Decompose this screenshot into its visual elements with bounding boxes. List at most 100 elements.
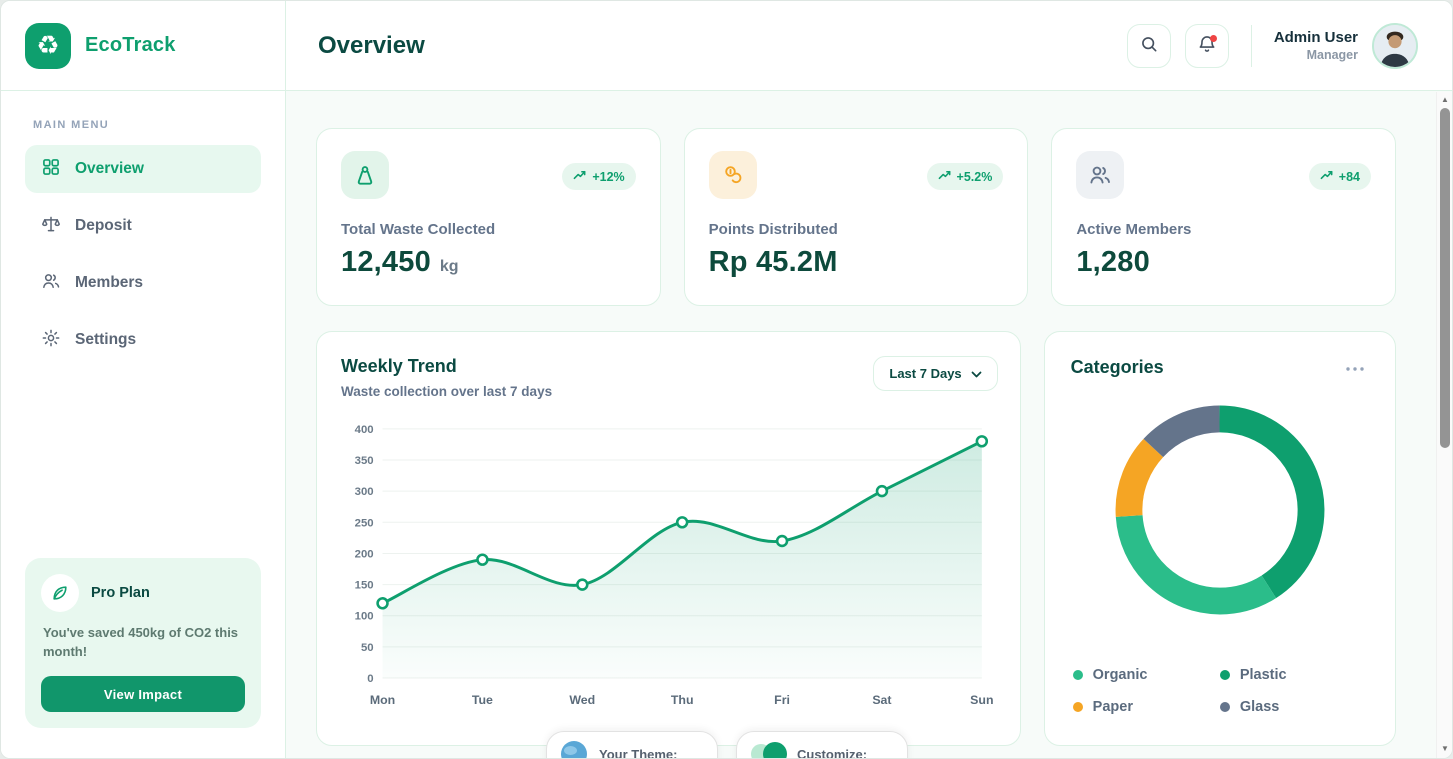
user-meta: Admin User Manager bbox=[1274, 29, 1358, 62]
change-value: +5.2% bbox=[956, 169, 993, 184]
sidebar: ♻ EcoTrack MAIN MENU Overview Deposit bbox=[1, 1, 286, 758]
stat-label: Points Distributed bbox=[708, 221, 838, 238]
page-title: Overview bbox=[318, 31, 425, 59]
sidebar-item-settings[interactable]: Settings bbox=[25, 316, 261, 364]
svg-text:150: 150 bbox=[355, 580, 374, 592]
legend-item-glass: Glass bbox=[1219, 699, 1367, 715]
theme-widget[interactable]: Your Theme: bbox=[546, 731, 718, 759]
ellipsis-icon bbox=[1345, 360, 1365, 375]
svg-text:Wed: Wed bbox=[569, 693, 595, 707]
svg-text:350: 350 bbox=[355, 455, 374, 467]
stat-label: Active Members bbox=[1076, 221, 1192, 238]
recycle-logo-icon: ♻ bbox=[25, 22, 71, 69]
sidebar-item-overview[interactable]: Overview bbox=[25, 145, 261, 193]
members-icon bbox=[1076, 151, 1125, 199]
globe-icon bbox=[561, 741, 587, 758]
range-label: Last 7 Days bbox=[889, 366, 962, 381]
change-badge: +12% bbox=[562, 163, 636, 190]
svg-text:Sat: Sat bbox=[872, 693, 891, 707]
legend-dot-glass bbox=[1219, 702, 1230, 712]
svg-text:Tue: Tue bbox=[472, 693, 493, 707]
legend-dot-plastic bbox=[1219, 670, 1230, 680]
change-value: +12% bbox=[592, 169, 625, 184]
categories-donut-chart bbox=[1115, 405, 1325, 615]
users-icon bbox=[41, 271, 61, 296]
sidebar-item-label: Overview bbox=[75, 160, 144, 177]
customize-widget-label: Customize: bbox=[797, 746, 868, 759]
scrollbar[interactable]: ▲ ▼ bbox=[1436, 92, 1452, 758]
svg-text:50: 50 bbox=[361, 642, 374, 654]
sidebar-section-label: MAIN MENU bbox=[33, 119, 110, 131]
sidebar-item-label: Members bbox=[75, 274, 144, 291]
svg-text:200: 200 bbox=[355, 548, 374, 560]
legend-label: Paper bbox=[1092, 699, 1133, 715]
user-role: Manager bbox=[1306, 48, 1358, 62]
svg-text:300: 300 bbox=[355, 486, 374, 498]
trend-up-icon bbox=[938, 169, 952, 184]
view-impact-button[interactable]: View Impact bbox=[41, 676, 245, 712]
header-divider bbox=[1250, 24, 1252, 67]
legend-dot-paper bbox=[1072, 702, 1083, 712]
scale-icon bbox=[41, 214, 61, 239]
legend-item-plastic: Plastic bbox=[1219, 667, 1367, 683]
change-badge: +5.2% bbox=[926, 163, 1004, 190]
svg-text:Fri: Fri bbox=[774, 693, 790, 707]
avatar[interactable] bbox=[1372, 22, 1418, 69]
scroll-up-arrow[interactable]: ▲ bbox=[1441, 95, 1449, 104]
svg-text:Sun: Sun bbox=[970, 693, 993, 707]
customize-widget[interactable]: Customize: bbox=[736, 731, 908, 759]
search-button[interactable] bbox=[1126, 23, 1171, 68]
pro-plan-message: You've saved 450kg of CO2 this month! bbox=[43, 625, 239, 660]
scrollbar-thumb[interactable] bbox=[1440, 108, 1450, 448]
sidebar-item-label: Settings bbox=[75, 331, 137, 348]
svg-text:400: 400 bbox=[355, 424, 374, 436]
user-name: Admin User bbox=[1273, 29, 1358, 46]
charts-row: Weekly Trend Waste collection over last … bbox=[316, 331, 1396, 746]
trend-up-icon bbox=[1320, 169, 1334, 184]
weekly-trend-chart: 0 50 100 150 200 250 300 350 400 Mon Tue Wed Thu Fri S… bbox=[355, 424, 994, 707]
theme-widget-label: Your Theme: bbox=[599, 746, 678, 759]
svg-text:250: 250 bbox=[355, 517, 374, 529]
main-menu: Overview Deposit Members Settings bbox=[1, 145, 285, 364]
brand-block: ♻ EcoTrack bbox=[1, 1, 285, 91]
weight-icon bbox=[341, 151, 389, 199]
brand-name: EcoTrack bbox=[85, 34, 176, 56]
stat-label: Total Waste Collected bbox=[341, 221, 496, 238]
weekly-trend-card: Weekly Trend Waste collection over last … bbox=[316, 331, 1021, 746]
range-dropdown[interactable]: Last 7 Days bbox=[873, 356, 998, 391]
header: Overview Admin User Manager bbox=[286, 1, 1452, 91]
main-content: +12% Total Waste Collected 12,450 kg bbox=[286, 91, 1452, 758]
stat-card-points: +5.2% Points Distributed Rp 45.2M bbox=[683, 128, 1029, 306]
stat-value: Rp 45.2M bbox=[708, 246, 838, 278]
sidebar-item-deposit[interactable]: Deposit bbox=[25, 202, 261, 250]
legend-label: Organic bbox=[1092, 667, 1148, 683]
legend-label: Glass bbox=[1239, 699, 1280, 715]
categories-card: Categories Organic bbox=[1043, 331, 1396, 746]
sidebar-item-members[interactable]: Members bbox=[25, 259, 261, 307]
coins-icon bbox=[708, 151, 757, 199]
weekly-trend-subtitle: Waste collection over last 7 days bbox=[341, 384, 553, 399]
stat-card-total-waste: +12% Total Waste Collected 12,450 kg bbox=[316, 128, 661, 306]
theme-swatch-icon bbox=[751, 741, 787, 758]
legend-dot-organic bbox=[1072, 670, 1083, 680]
leaf-icon bbox=[41, 574, 79, 613]
svg-text:100: 100 bbox=[355, 611, 374, 623]
stat-value: 12,450 bbox=[341, 246, 431, 278]
chevron-down-icon bbox=[971, 366, 982, 381]
more-options-button[interactable] bbox=[1341, 356, 1369, 379]
change-value: +84 bbox=[1338, 169, 1360, 184]
stat-unit: kg bbox=[439, 258, 459, 275]
legend-item-paper: Paper bbox=[1072, 699, 1220, 715]
bell-icon bbox=[1197, 34, 1217, 57]
notification-dot bbox=[1209, 34, 1217, 42]
svg-text:0: 0 bbox=[367, 673, 373, 685]
scroll-down-arrow[interactable]: ▼ bbox=[1441, 744, 1449, 753]
search-icon bbox=[1139, 34, 1159, 57]
notifications-button[interactable] bbox=[1184, 23, 1229, 68]
weekly-trend-title: Weekly Trend bbox=[341, 356, 457, 376]
svg-text:Thu: Thu bbox=[671, 693, 694, 707]
categories-legend: Organic Plastic Paper Glass bbox=[1071, 667, 1369, 715]
stat-card-members: +84 Active Members 1,280 bbox=[1051, 128, 1396, 306]
pro-plan-title: Pro Plan bbox=[91, 585, 150, 602]
